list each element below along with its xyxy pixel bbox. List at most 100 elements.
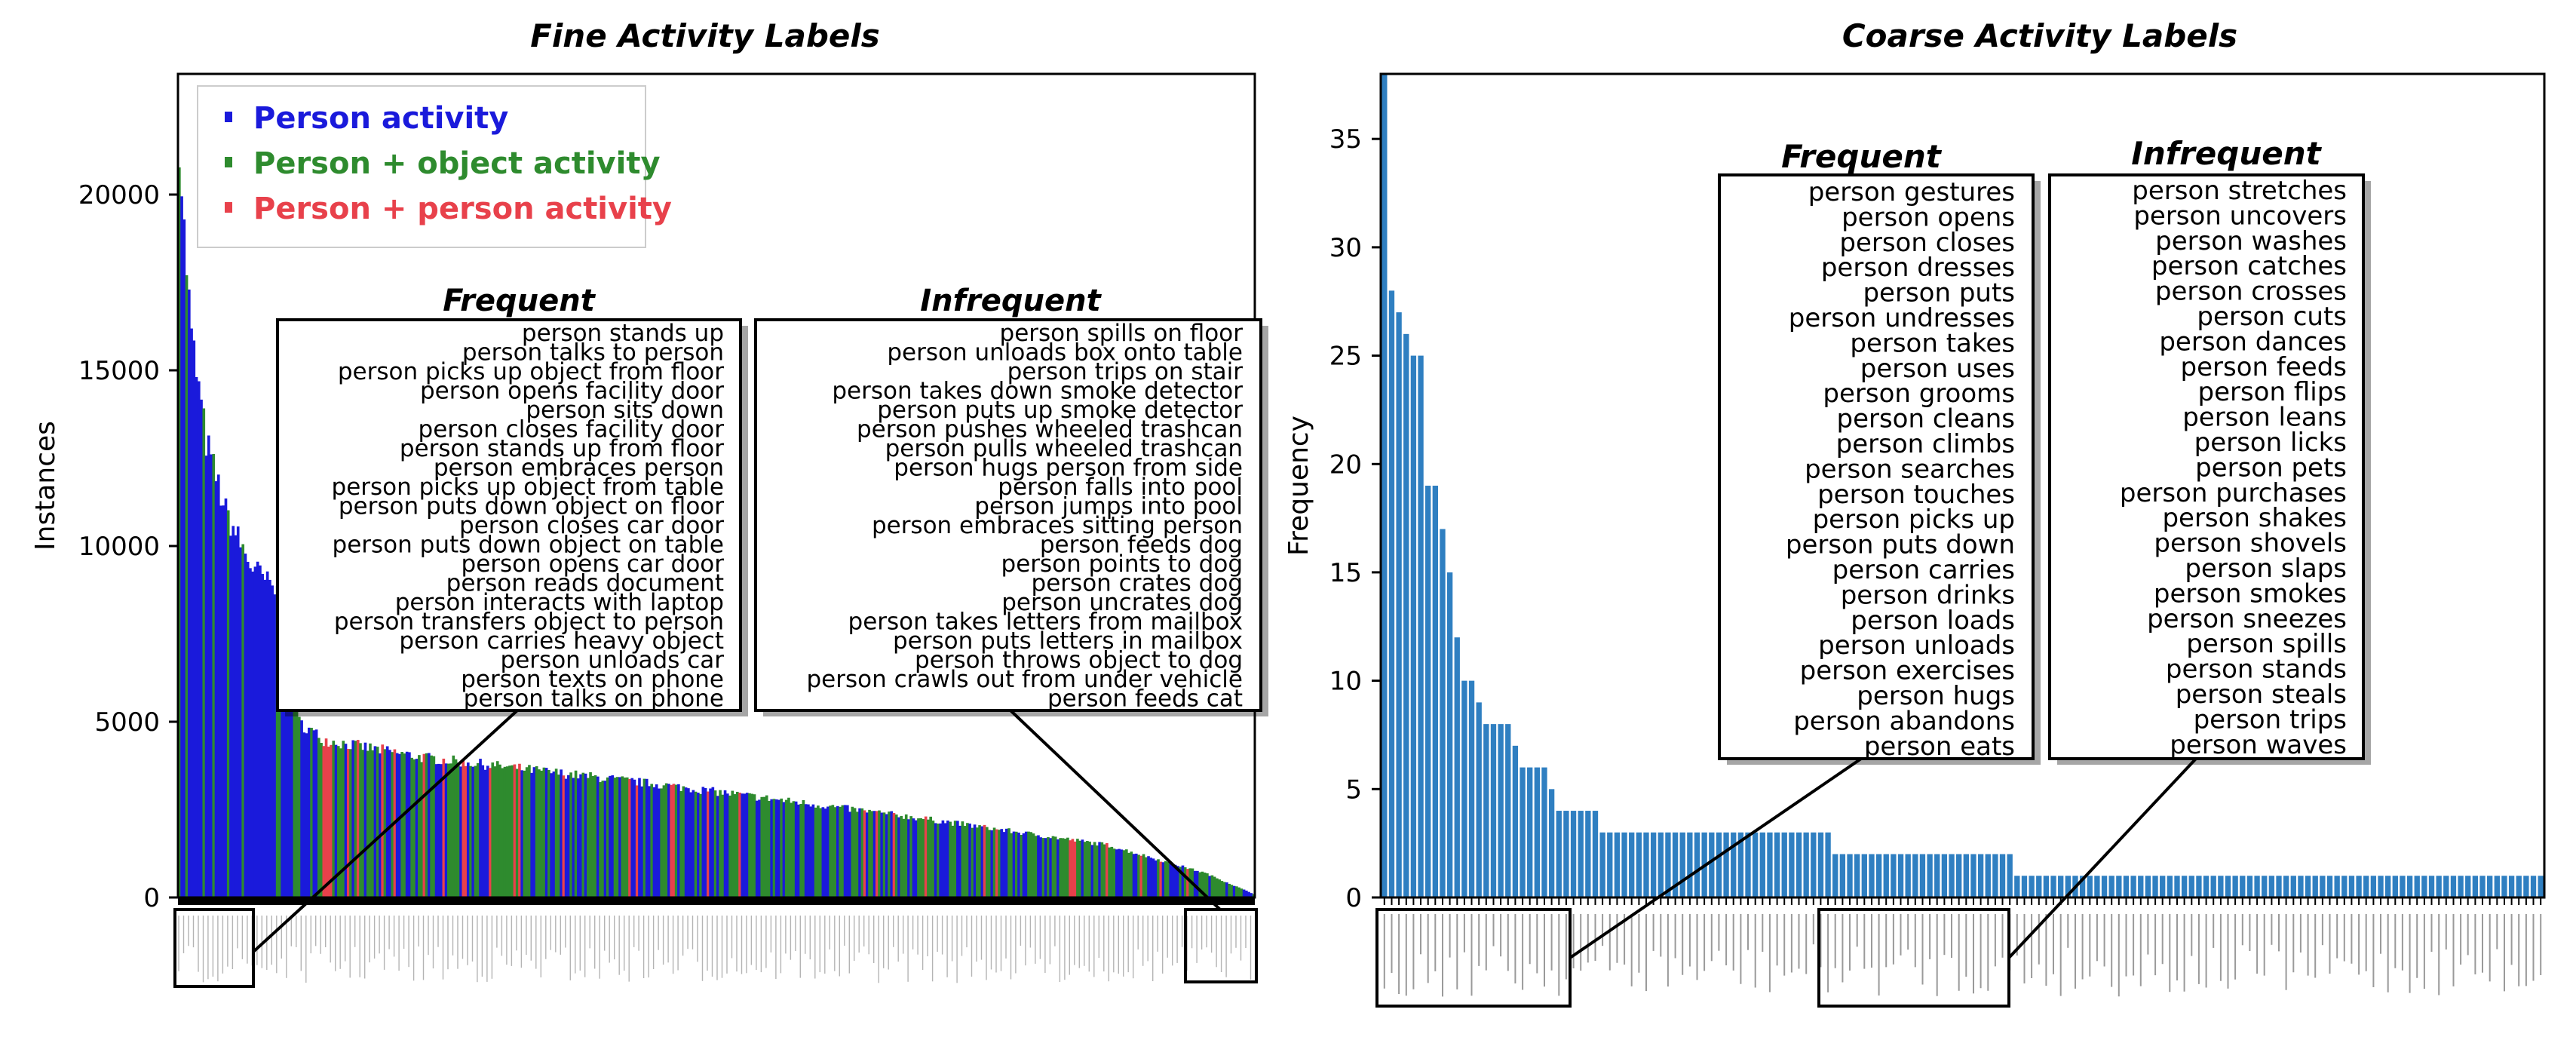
left-bar: [1144, 857, 1148, 897]
left-bar: [410, 757, 413, 897]
left-bar: [826, 806, 830, 897]
left-bar: [1037, 835, 1040, 897]
left-bar: [941, 820, 945, 897]
left-bar: [709, 788, 712, 897]
left-bar: [251, 571, 255, 897]
left-bar: [207, 435, 210, 897]
right-plot-frame: [1379, 72, 2546, 899]
activity-label: person reads document: [446, 570, 724, 597]
left-bar: [1061, 838, 1065, 897]
right-bar: [2290, 876, 2296, 897]
left-bar: [802, 799, 805, 897]
left-bar: [320, 743, 323, 897]
right-bar: [2036, 876, 2042, 897]
right-bar: [1548, 789, 1555, 897]
activity-label: person puts up smoke detector: [877, 397, 1243, 424]
right-ytick-label: 0: [1345, 883, 1362, 913]
left-bar: [479, 759, 482, 897]
right-bars: [1382, 74, 2544, 898]
left-bar: [265, 571, 269, 897]
left-bar: [538, 769, 541, 897]
activity-label: person uses: [1860, 354, 2015, 384]
left-bar: [672, 784, 676, 897]
left-bar: [388, 750, 391, 897]
activity-label: person unloads: [1818, 630, 2015, 661]
right-bar: [1789, 832, 1795, 897]
right-bar: [1963, 854, 1969, 897]
left-bar: [1034, 836, 1038, 897]
right-bar: [2116, 876, 2122, 897]
activity-label: person shovels: [2154, 529, 2347, 559]
activity-label: person closes: [1839, 228, 2015, 258]
left-bar: [569, 772, 572, 897]
left-bar: [1201, 871, 1204, 897]
left-bar: [259, 565, 262, 897]
left-bar: [733, 794, 737, 897]
left-bar: [1210, 875, 1214, 897]
left-bar: [725, 793, 729, 897]
left-bar: [263, 579, 267, 897]
left-bar: [178, 167, 181, 898]
left-bar: [687, 788, 690, 897]
right-bar: [1745, 832, 1751, 897]
right-yaxis: 0 5 10 15 20 25 30 35: [1329, 124, 1381, 913]
left-bar: [363, 742, 367, 897]
left-infrequent-box: [754, 318, 1262, 712]
left-bar: [373, 746, 377, 897]
left-bar: [909, 816, 913, 897]
left-bar: [1137, 854, 1140, 897]
left-bar: [1228, 883, 1231, 897]
right-bar: [1410, 355, 1417, 898]
left-bar: [728, 795, 731, 897]
left-bar: [1149, 857, 1153, 897]
left-bar: [804, 804, 808, 897]
left-bar: [652, 787, 656, 897]
left-legend: Person activity Person + object activity…: [197, 85, 672, 248]
left-bar: [212, 454, 216, 897]
left-bar: [811, 804, 815, 897]
left-bar: [939, 823, 942, 897]
left-bar: [523, 770, 526, 897]
left-bar: [875, 811, 879, 897]
left-bar: [931, 821, 935, 897]
left-bar: [540, 770, 543, 897]
activity-label: person puts down: [1786, 530, 2015, 560]
left-bar: [917, 818, 920, 897]
left-bar: [1041, 838, 1045, 897]
left-bar: [442, 758, 446, 897]
left-bar: [513, 764, 517, 897]
activity-label: person picks up: [1813, 505, 2015, 535]
right-bar: [2283, 876, 2289, 897]
left-bar: [180, 196, 183, 897]
left-bar: [650, 784, 654, 897]
left-bar: [692, 790, 695, 897]
left-bar: [770, 799, 774, 897]
right-chart-title: Coarse Activity Labels: [1842, 17, 2237, 54]
left-bar: [633, 779, 636, 897]
right-bar: [1629, 832, 1635, 897]
left-bar: [868, 809, 871, 897]
left-bar: [799, 803, 802, 897]
left-bar: [745, 793, 749, 897]
left-bar: [1022, 833, 1026, 897]
left-bar: [415, 759, 419, 897]
left-bar: [564, 778, 568, 897]
right-bar: [1520, 767, 1526, 897]
activity-label: person opens car door: [462, 551, 725, 578]
right-bar: [2479, 876, 2486, 897]
activity-label: person uncovers: [2133, 201, 2347, 231]
left-bar: [623, 777, 627, 897]
left-bar: [664, 783, 668, 897]
left-bar: [1083, 842, 1087, 897]
left-bar: [814, 807, 817, 897]
left-bar: [790, 802, 793, 897]
left-bar: [922, 819, 925, 897]
left-bar: [273, 594, 277, 897]
left-bar: [613, 778, 617, 897]
activity-label: person flips: [2197, 377, 2347, 407]
left-bar: [912, 818, 915, 897]
left-bar: [1152, 858, 1155, 897]
right-bar: [1440, 529, 1446, 897]
